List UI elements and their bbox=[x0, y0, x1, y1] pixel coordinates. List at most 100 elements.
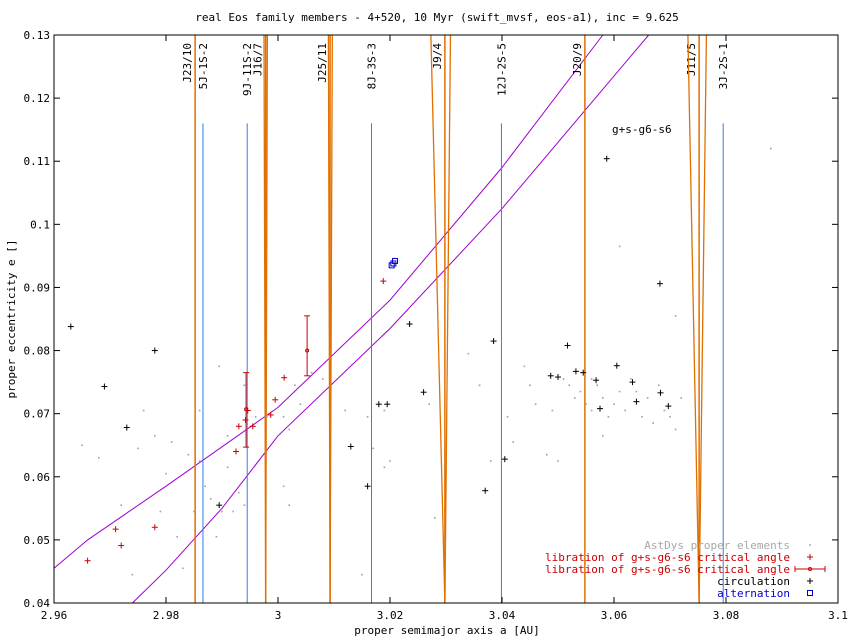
proper-element-point bbox=[81, 444, 83, 447]
proper-element-point bbox=[630, 378, 632, 380]
proper-element-point bbox=[624, 409, 626, 412]
proper-element-point bbox=[243, 384, 246, 387]
three-body-label: 8J-3S-3 bbox=[366, 43, 379, 89]
proper-element-point bbox=[218, 365, 220, 368]
proper-element-point bbox=[635, 390, 638, 393]
proper-element-point bbox=[568, 384, 570, 387]
proper-element-point bbox=[215, 535, 218, 538]
proper-element-point bbox=[658, 384, 660, 387]
mmr-label: J9/4 bbox=[431, 43, 444, 70]
x-tick-label: 3 bbox=[275, 609, 282, 622]
legend-marker bbox=[807, 590, 813, 596]
secular-resonance-line bbox=[53, 34, 604, 569]
proper-element-point bbox=[193, 510, 195, 513]
proper-element-point bbox=[770, 147, 772, 150]
mmr-label: J16/7 bbox=[252, 43, 265, 76]
proper-element-point bbox=[652, 422, 654, 424]
axes-layer: 2.96 2.98 3 3.02 3.04 3.06 3.08 3.1 0.04 0.05 0.06… bbox=[24, 29, 848, 622]
data-points-layer bbox=[67, 147, 772, 576]
y-tick-label: 0.1 bbox=[30, 218, 50, 231]
three-body-label: 9J-11S-2 bbox=[241, 43, 254, 96]
x-tick-label: 2.98 bbox=[153, 609, 180, 622]
proper-element-point bbox=[204, 485, 206, 488]
libration-errorbar-point bbox=[305, 348, 310, 353]
proper-element-point bbox=[282, 485, 285, 488]
proper-element-point bbox=[557, 460, 559, 462]
proper-element-point bbox=[98, 457, 100, 459]
x-tick-label: 3.06 bbox=[601, 609, 628, 622]
y-tick-label: 0.07 bbox=[24, 408, 51, 421]
proper-element-point bbox=[574, 397, 576, 399]
mmr-wedge bbox=[430, 34, 452, 604]
proper-element-point bbox=[198, 460, 201, 462]
proper-element-point bbox=[585, 403, 587, 405]
y-tick-label: 0.09 bbox=[24, 281, 51, 294]
x-tick-label: 3.08 bbox=[713, 609, 740, 622]
proper-element-point bbox=[137, 447, 139, 450]
proper-element-point bbox=[372, 447, 374, 450]
proper-element-point bbox=[310, 371, 313, 374]
proper-element-point bbox=[131, 573, 134, 576]
proper-element-point bbox=[590, 409, 593, 412]
proper-element-point bbox=[618, 390, 621, 393]
alternation-point bbox=[392, 257, 399, 264]
proper-element-point bbox=[607, 416, 610, 418]
legend-label: libration of g+s-g6-s6 critical angle bbox=[545, 563, 790, 576]
legend-marker bbox=[809, 544, 811, 546]
libration-errorbar-point bbox=[244, 407, 249, 412]
proper-element-point bbox=[428, 403, 430, 405]
proper-element-point bbox=[288, 504, 290, 506]
legend-label: alternation bbox=[717, 587, 790, 600]
secular-resonance-line bbox=[132, 34, 650, 604]
proper-element-point bbox=[383, 409, 386, 412]
proper-element-point bbox=[142, 409, 145, 412]
mmr-label: J25/11 bbox=[316, 43, 329, 83]
proper-element-point bbox=[546, 453, 548, 456]
proper-element-point bbox=[198, 409, 201, 412]
y-axis-label: proper eccentricity e [] bbox=[5, 240, 18, 399]
mmr-label: J11/5 bbox=[685, 43, 698, 76]
proper-element-point bbox=[534, 403, 537, 405]
y-tick-label: 0.06 bbox=[24, 471, 51, 484]
proper-element-point bbox=[590, 378, 593, 380]
proper-element-point bbox=[226, 466, 229, 469]
three-body-label: 3J-2S-1 bbox=[717, 43, 730, 89]
proper-element-point bbox=[266, 416, 268, 418]
mmr-label: J23/10 bbox=[181, 43, 194, 83]
proper-element-point bbox=[165, 472, 167, 475]
proper-element-point bbox=[674, 315, 677, 317]
proper-element-point bbox=[467, 352, 470, 355]
proper-element-point bbox=[232, 510, 234, 513]
proper-element-point bbox=[523, 365, 526, 368]
mmr-label: J20/9 bbox=[571, 43, 584, 76]
proper-element-point bbox=[243, 504, 246, 506]
proper-element-point bbox=[282, 416, 285, 418]
proper-element-point bbox=[680, 397, 682, 399]
x-tick-label: 3.02 bbox=[377, 609, 404, 622]
proper-element-point bbox=[182, 567, 184, 570]
proper-element-point bbox=[478, 384, 481, 387]
proper-element-point bbox=[322, 378, 324, 380]
proper-element-point bbox=[663, 409, 666, 412]
proper-element-point bbox=[254, 416, 257, 418]
x-axis-label: proper semimajor axis a [AU] bbox=[354, 624, 539, 637]
proper-element-point bbox=[383, 466, 386, 469]
proper-element-point bbox=[210, 498, 212, 500]
proper-element-point bbox=[579, 390, 582, 393]
proper-element-point bbox=[120, 504, 122, 506]
mmr-wedge bbox=[687, 34, 708, 604]
y-tick-label: 0.11 bbox=[24, 155, 51, 168]
alternation-point bbox=[388, 262, 395, 269]
proper-element-point bbox=[176, 535, 178, 538]
proper-element-point bbox=[646, 397, 649, 399]
y-tick-label: 0.04 bbox=[24, 597, 51, 610]
y-tick-label: 0.05 bbox=[24, 534, 51, 547]
proper-element-point bbox=[641, 416, 643, 418]
proper-element-point bbox=[294, 384, 296, 387]
resonance-lines-layer: J23/10 J16/7 J25/11 J9/4 J20/9 J11/5 5J-1S-2 9J… bbox=[53, 34, 730, 604]
proper-element-point bbox=[490, 460, 492, 462]
proper-element-point bbox=[669, 416, 671, 418]
y-tick-label: 0.08 bbox=[24, 345, 51, 358]
